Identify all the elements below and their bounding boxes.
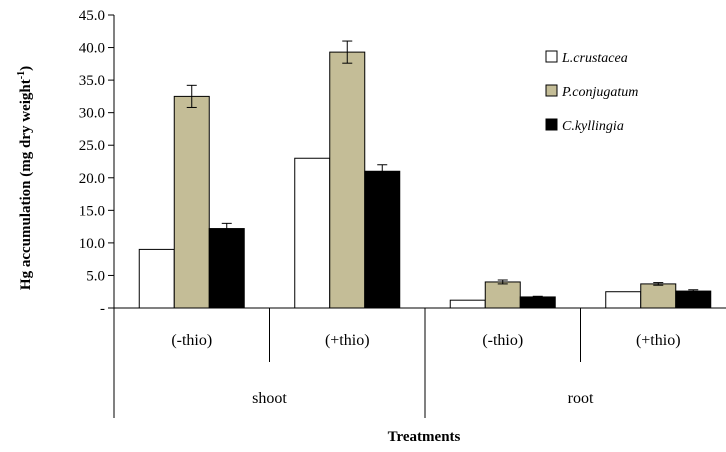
y-tick-label: 10.0 — [79, 236, 105, 252]
group-label: root — [568, 390, 594, 407]
bar-ckyllingia — [364, 170, 401, 309]
bar-lcrustacea — [449, 299, 486, 309]
bar-pconjugatum — [173, 95, 210, 309]
legend-label: L.crustacea — [561, 51, 628, 66]
bar-ckyllingia — [519, 296, 556, 309]
legend-swatch — [545, 84, 558, 97]
legend-label: C.kyllingia — [562, 119, 624, 134]
y-tick-label: 20.0 — [79, 171, 105, 187]
y-axis-title: Hg accumulation (mg dry weight-1) — [16, 66, 34, 290]
y-tick-label: - — [100, 301, 105, 317]
y-tick-label: 35.0 — [79, 73, 105, 89]
bar-ckyllingia — [675, 290, 712, 309]
bar-pconjugatum — [640, 283, 677, 309]
category-label: (+thio) — [325, 332, 370, 349]
y-tick-label: 45.0 — [79, 8, 105, 24]
legend-swatch — [545, 50, 558, 63]
bar-lcrustacea — [138, 248, 175, 309]
y-tick-label: 40.0 — [79, 41, 105, 57]
category-label: (-thio) — [171, 332, 212, 349]
y-tick-label: 25.0 — [79, 138, 105, 154]
bar-lcrustacea — [294, 157, 331, 309]
bar-pconjugatum — [484, 281, 521, 309]
legend-swatch — [545, 118, 558, 131]
category-label: (+thio) — [636, 332, 681, 349]
group-label: shoot — [252, 390, 287, 407]
bar-ckyllingia — [208, 228, 245, 309]
y-tick-label: 15.0 — [79, 203, 105, 219]
y-tick-label: 5.0 — [86, 268, 105, 284]
category-label: (-thio) — [482, 332, 523, 349]
legend-label: P.conjugatum — [561, 85, 638, 100]
y-tick-label: 30.0 — [79, 106, 105, 122]
bar-lcrustacea — [605, 291, 642, 309]
bar-pconjugatum — [329, 51, 366, 309]
x-axis-title: Treatments — [388, 429, 461, 445]
